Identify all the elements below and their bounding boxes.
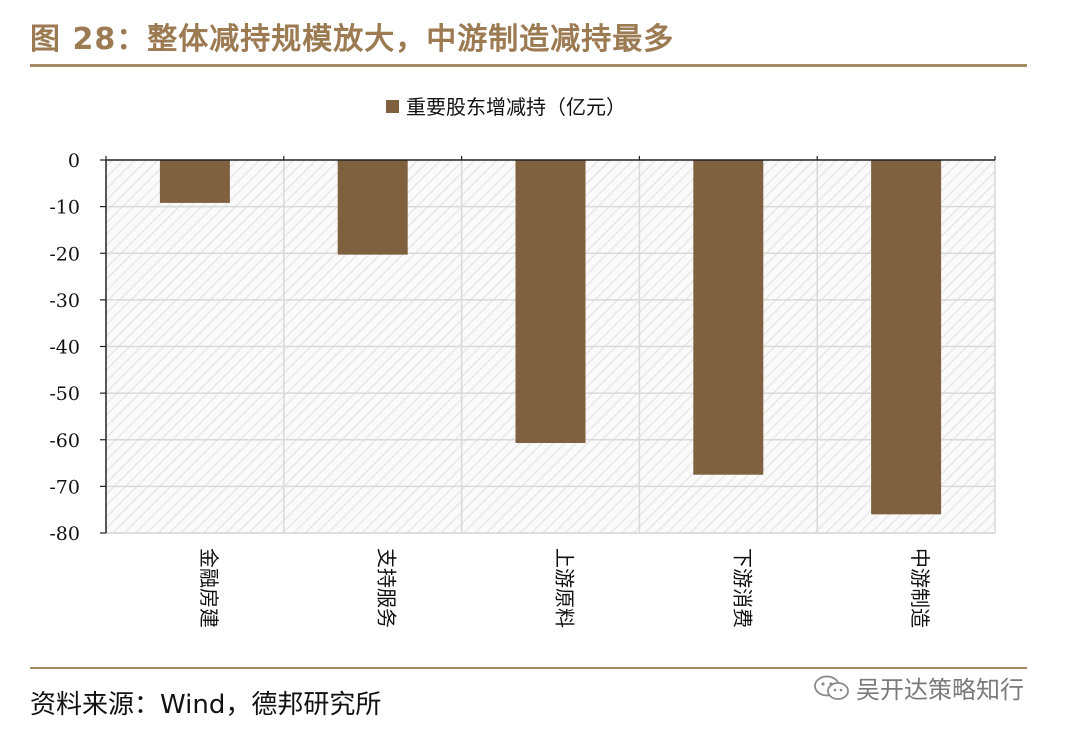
axes: 0 -10 -20 -30 -40 -50 -60 -70 -80 金融房建 支持服务 上游原料 下游消… xyxy=(49,150,996,628)
x-tick-label: 支持服务 xyxy=(375,548,399,628)
legend-label: 重要股东增减持（亿元） xyxy=(406,95,626,119)
bar-4 xyxy=(693,160,764,475)
title-divider xyxy=(30,64,1027,67)
legend: 重要股东增减持（亿元） xyxy=(386,95,626,119)
y-tick-label: 0 xyxy=(68,150,80,172)
figure-title: 图 28：整体减持规模放大，中游制造减持最多 xyxy=(30,22,675,57)
y-tick-label: -20 xyxy=(49,243,80,265)
y-tick-label: -60 xyxy=(49,430,80,452)
y-tick-label: -40 xyxy=(49,337,80,359)
bar-5 xyxy=(871,160,942,515)
source-note: 资料来源：Wind，德邦研究所 xyxy=(30,690,382,720)
x-tick-label: 金融房建 xyxy=(197,548,221,628)
footer-divider xyxy=(30,667,1027,669)
legend-swatch xyxy=(386,100,399,113)
y-tick-label: -30 xyxy=(49,290,80,312)
x-tick-label: 中游制造 xyxy=(908,548,932,628)
y-tick-label: -10 xyxy=(49,197,80,219)
y-tick-label: -70 xyxy=(49,476,80,498)
bar-1 xyxy=(159,160,230,203)
y-tick-label: -50 xyxy=(49,383,80,405)
bars xyxy=(159,160,942,515)
x-tick-label: 上游原料 xyxy=(553,548,577,628)
watermark-text: 吴开达策略知行 xyxy=(856,676,1024,704)
wechat-icon xyxy=(814,675,849,700)
x-tick-label: 下游消费 xyxy=(730,548,754,628)
bar-2 xyxy=(337,160,408,255)
bar-3 xyxy=(515,160,586,444)
watermark: 吴开达策略知行 xyxy=(812,670,1024,705)
y-tick-label: -80 xyxy=(49,523,80,545)
